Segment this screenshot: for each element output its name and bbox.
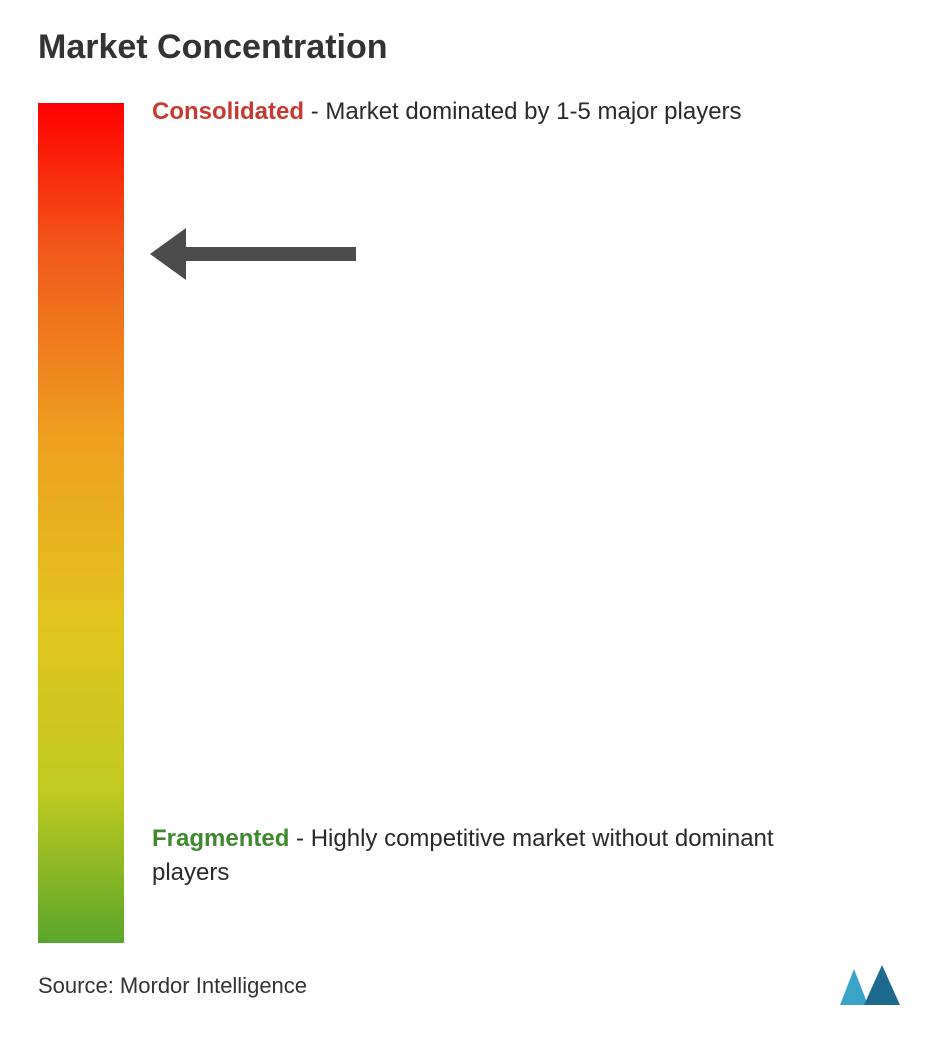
mordor-logo-icon [834,959,904,1013]
consolidated-separator: - [311,98,326,125]
infographic-body: Consolidated - Market dominated by 1-5 m… [38,103,904,943]
fragmented-tag: Fragmented [152,825,289,852]
page-title: Market Concentration [38,28,904,67]
fragmented-label-row: Fragmented - Highly competitive market w… [152,822,832,890]
fragmented-separator: - [296,825,311,852]
consolidated-description: Market dominated by 1-5 major players [325,98,741,125]
source-text: Source: Mordor Intelligence [38,973,307,999]
consolidated-tag: Consolidated [152,98,304,125]
concentration-gradient-bar [38,103,124,943]
position-indicator-arrow [150,224,356,284]
consolidated-label-row: Consolidated - Market dominated by 1-5 m… [152,97,742,127]
footer: Source: Mordor Intelligence [38,959,904,1013]
market-concentration-infographic: Market Concentration Consolidated - Mark… [0,0,942,1043]
